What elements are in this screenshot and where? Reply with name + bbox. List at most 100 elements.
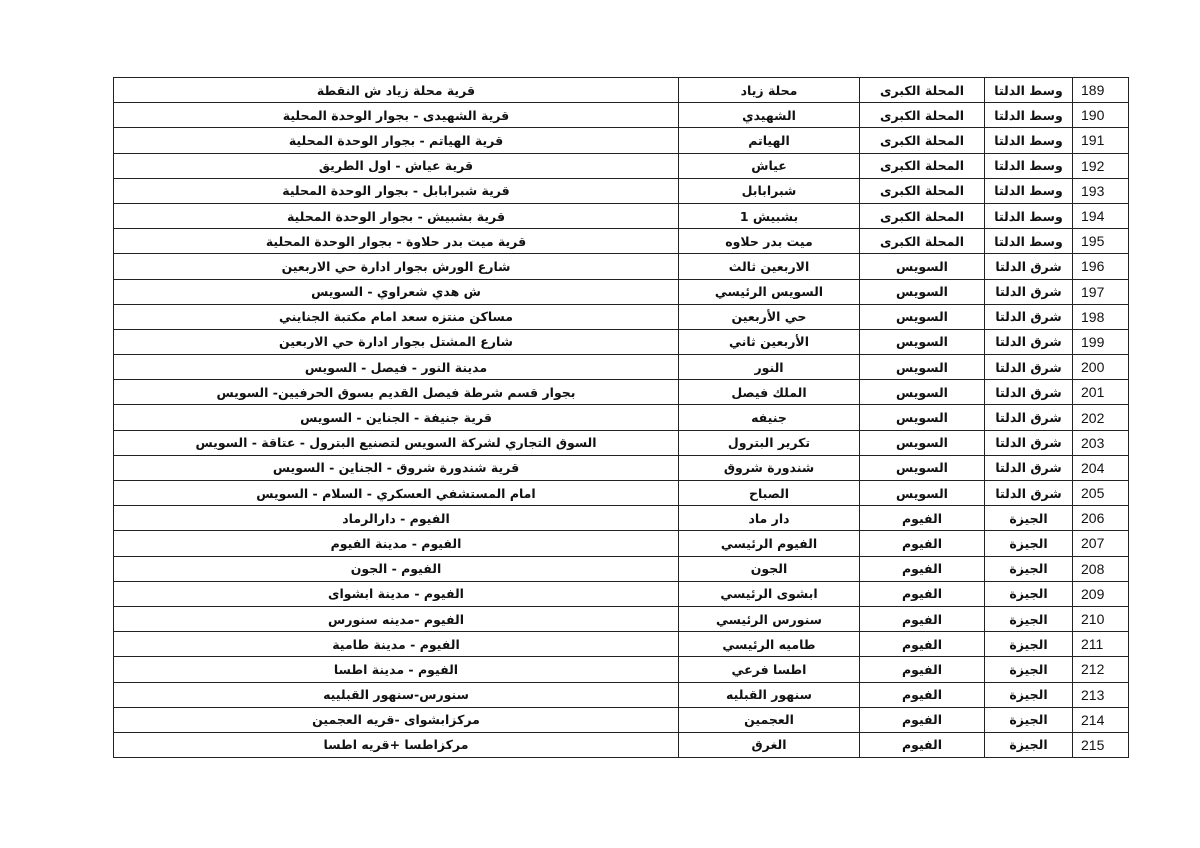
region-cell: وسط الدلتا bbox=[984, 228, 1073, 255]
address-cell: مدينة النور - فيصل - السويس bbox=[113, 354, 679, 381]
row-number: 190 bbox=[1072, 102, 1129, 129]
region-cell: شرق الدلتا bbox=[984, 354, 1073, 381]
address-cell: الفيوم - مدينة الفيوم bbox=[113, 530, 679, 557]
governorate-cell: الفيوم bbox=[859, 605, 985, 633]
row-number: 198 bbox=[1072, 303, 1129, 330]
table-row: 195 وسط الدلتا المحلة الكبرى ميت بدر حلاوه ق… bbox=[113, 228, 1129, 255]
table-row: 210 الجيزة الفيوم سنورس الرئيسي الفيوم -مدين… bbox=[113, 605, 1129, 633]
table-row: 203 شرق الدلتا السويس تكرير البترول السوق ال… bbox=[113, 429, 1129, 456]
area-cell: الشهيدي bbox=[678, 102, 860, 129]
row-number: 197 bbox=[1072, 278, 1129, 305]
address-cell: شارع المشتل بجوار ادارة حي الاربعين bbox=[113, 328, 679, 356]
area-cell: دار ماد bbox=[678, 505, 860, 532]
governorate-cell: الفيوم bbox=[859, 505, 985, 532]
table-row: 201 شرق الدلتا السويس الملك فيصل بجوار قسم ش… bbox=[113, 379, 1129, 406]
table-row: 205 شرق الدلتا السويس الصباح امام المستشفي ا… bbox=[113, 479, 1129, 507]
region-cell: الجيزة bbox=[984, 731, 1073, 759]
region-cell: وسط الدلتا bbox=[984, 127, 1073, 154]
governorate-cell: المحلة الكبرى bbox=[859, 76, 985, 104]
table-row: 198 شرق الدلتا السويس حي الأربعين مساكن منتز… bbox=[113, 303, 1129, 330]
address-cell: بجوار قسم شرطة فيصل القديم بسوق الحرفيين… bbox=[113, 379, 679, 406]
governorate-cell: السويس bbox=[859, 454, 985, 482]
address-cell: قرية جنيفة - الجناين - السويس bbox=[113, 404, 679, 431]
row-number: 209 bbox=[1072, 580, 1129, 607]
region-cell: شرق الدلتا bbox=[984, 454, 1073, 482]
governorate-cell: السويس bbox=[859, 354, 985, 381]
governorate-cell: السويس bbox=[859, 303, 985, 330]
area-cell: الجون bbox=[678, 555, 860, 582]
area-cell: الملك فيصل bbox=[678, 379, 860, 406]
table-body: 189 وسط الدلتا المحلة الكبرى محلة زياد قرية … bbox=[113, 76, 1129, 759]
governorate-cell: الفيوم bbox=[859, 580, 985, 607]
table-row: 199 شرق الدلتا السويس الأربعين ثاني شارع الم… bbox=[113, 328, 1129, 356]
area-cell: الفيوم الرئيسي bbox=[678, 530, 860, 557]
address-cell: مركزابشواى -قريه العجمين bbox=[113, 706, 679, 733]
region-cell: الجيزة bbox=[984, 681, 1073, 708]
area-cell: عياش bbox=[678, 152, 860, 179]
row-number: 194 bbox=[1072, 202, 1129, 230]
row-number: 205 bbox=[1072, 479, 1129, 507]
region-cell: الجيزة bbox=[984, 580, 1073, 607]
area-cell: شندورة شروق bbox=[678, 454, 860, 482]
region-cell: وسط الدلتا bbox=[984, 102, 1073, 129]
governorate-cell: الفيوم bbox=[859, 555, 985, 582]
area-cell: سنهور القبليه bbox=[678, 681, 860, 708]
address-cell: قرية ميت بدر حلاوة - بجوار الوحدة المحلي… bbox=[113, 228, 679, 255]
address-cell: الفيوم -مدينه سنورس bbox=[113, 605, 679, 633]
table-row: 196 شرق الدلتا السويس الاربعين ثالث شارع الو… bbox=[113, 253, 1129, 280]
table-row: 202 شرق الدلتا السويس جنيفه قرية جنيفة - الج… bbox=[113, 404, 1129, 431]
region-cell: الجيزة bbox=[984, 605, 1073, 633]
table-row: 214 الجيزة الفيوم العجمين مركزابشواى -قريه ا… bbox=[113, 706, 1129, 733]
governorate-cell: الفيوم bbox=[859, 631, 985, 658]
area-cell: حي الأربعين bbox=[678, 303, 860, 330]
branches-table: 189 وسط الدلتا المحلة الكبرى محلة زياد قرية … bbox=[113, 76, 1129, 759]
address-cell: الفيوم - دارالرماد bbox=[113, 505, 679, 532]
table-row: 204 شرق الدلتا السويس شندورة شروق قرية شندور… bbox=[113, 454, 1129, 482]
area-cell: ميت بدر حلاوه bbox=[678, 228, 860, 255]
area-cell: النور bbox=[678, 354, 860, 381]
table-row: 194 وسط الدلتا المحلة الكبرى بشبيش 1 قرية بش… bbox=[113, 202, 1129, 230]
row-number: 215 bbox=[1072, 731, 1129, 759]
table-row: 215 الجيزة الفيوم الغرق مركزاطسا +قريه اطسا bbox=[113, 731, 1129, 759]
governorate-cell: السويس bbox=[859, 429, 985, 456]
governorate-cell: السويس bbox=[859, 328, 985, 356]
address-cell: قرية الشهيدى - بجوار الوحدة المحلية bbox=[113, 102, 679, 129]
governorate-cell: المحلة الكبرى bbox=[859, 152, 985, 179]
row-number: 204 bbox=[1072, 454, 1129, 482]
table-row: 191 وسط الدلتا المحلة الكبرى الهياتم قرية ال… bbox=[113, 127, 1129, 154]
table-row: 209 الجيزة الفيوم ابشوى الرئيسي الفيوم - مدي… bbox=[113, 580, 1129, 607]
table-row: 211 الجيزة الفيوم طاميه الرئيسي الفيوم - مدي… bbox=[113, 631, 1129, 658]
address-cell: قرية محلة زياد ش النقطة bbox=[113, 76, 679, 104]
region-cell: شرق الدلتا bbox=[984, 379, 1073, 406]
address-cell: قرية عياش - اول الطريق bbox=[113, 152, 679, 179]
governorate-cell: المحلة الكبرى bbox=[859, 102, 985, 129]
row-number: 213 bbox=[1072, 681, 1129, 708]
table-row: 193 وسط الدلتا المحلة الكبرى شبرابابل قرية ش… bbox=[113, 177, 1129, 204]
area-cell: الصباح bbox=[678, 479, 860, 507]
row-number: 200 bbox=[1072, 354, 1129, 381]
address-cell: الفيوم - مدينة ابشواى bbox=[113, 580, 679, 607]
governorate-cell: الفيوم bbox=[859, 681, 985, 708]
region-cell: شرق الدلتا bbox=[984, 404, 1073, 431]
table-row: 200 شرق الدلتا السويس النور مدينة النور - في… bbox=[113, 354, 1129, 381]
governorate-cell: الفيوم bbox=[859, 656, 985, 683]
address-cell: مركزاطسا +قريه اطسا bbox=[113, 731, 679, 759]
region-cell: الجيزة bbox=[984, 530, 1073, 557]
region-cell: شرق الدلتا bbox=[984, 328, 1073, 356]
address-cell: قرية الهياتم - بجوار الوحدة المحلية bbox=[113, 127, 679, 154]
row-number: 207 bbox=[1072, 530, 1129, 557]
row-number: 203 bbox=[1072, 429, 1129, 456]
address-cell: سنورس-سنهور القبلييه bbox=[113, 681, 679, 708]
row-number: 202 bbox=[1072, 404, 1129, 431]
address-cell: قرية شبرابابل - بجوار الوحدة المحلية bbox=[113, 177, 679, 204]
governorate-cell: الفيوم bbox=[859, 731, 985, 759]
area-cell: الهياتم bbox=[678, 127, 860, 154]
row-number: 193 bbox=[1072, 177, 1129, 204]
governorate-cell: المحلة الكبرى bbox=[859, 177, 985, 204]
row-number: 189 bbox=[1072, 76, 1129, 104]
governorate-cell: السويس bbox=[859, 278, 985, 305]
table-row: 213 الجيزة الفيوم سنهور القبليه سنورس-سنهور … bbox=[113, 681, 1129, 708]
area-cell: شبرابابل bbox=[678, 177, 860, 204]
region-cell: شرق الدلتا bbox=[984, 278, 1073, 305]
row-number: 191 bbox=[1072, 127, 1129, 154]
